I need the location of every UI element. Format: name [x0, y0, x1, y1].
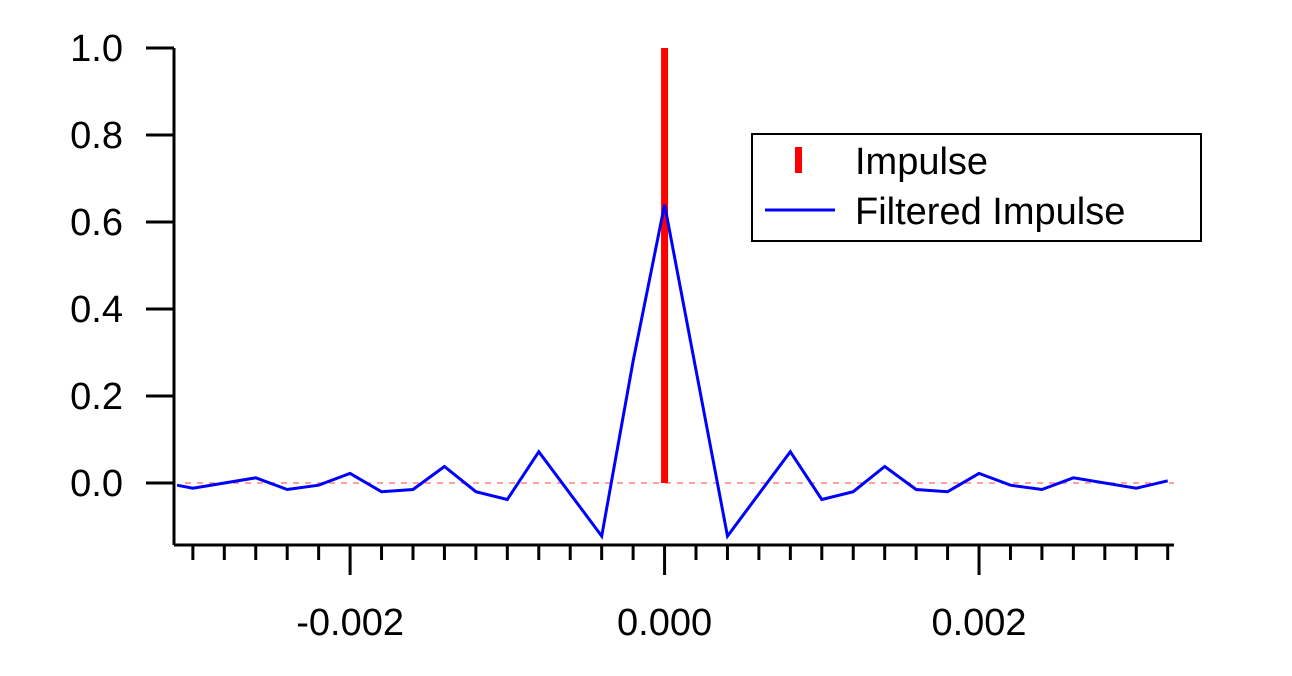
x-ticks: -0.002 0.000 0.002	[191, 545, 1170, 644]
filtered-impulse-line	[176, 204, 1169, 540]
legend-label-impulse: Impulse	[855, 141, 988, 183]
series-layer	[176, 48, 1169, 540]
y-tick-label: 0.6	[70, 202, 123, 244]
y-tick-label: 0.4	[70, 289, 123, 331]
y-tick-label: 1.0	[70, 28, 123, 70]
axes	[172, 48, 1174, 547]
y-tick-label: 0.0	[70, 463, 123, 505]
y-tick-label: 0.8	[70, 115, 123, 157]
x-tick-label: 0.002	[931, 602, 1026, 644]
legend-swatch-impulse	[795, 147, 802, 173]
legend-label-filtered-impulse: Filtered Impulse	[855, 191, 1125, 233]
y-tick-label: 0.2	[70, 376, 123, 418]
legend-box	[751, 133, 1202, 242]
x-tick-label: -0.002	[296, 602, 404, 644]
x-tick-label: 0.000	[617, 602, 712, 644]
legend: Impulse Filtered Impulse	[751, 133, 1202, 242]
y-ticks: 0.0 0.2 0.4 0.6 0.8 1.0	[70, 28, 174, 505]
